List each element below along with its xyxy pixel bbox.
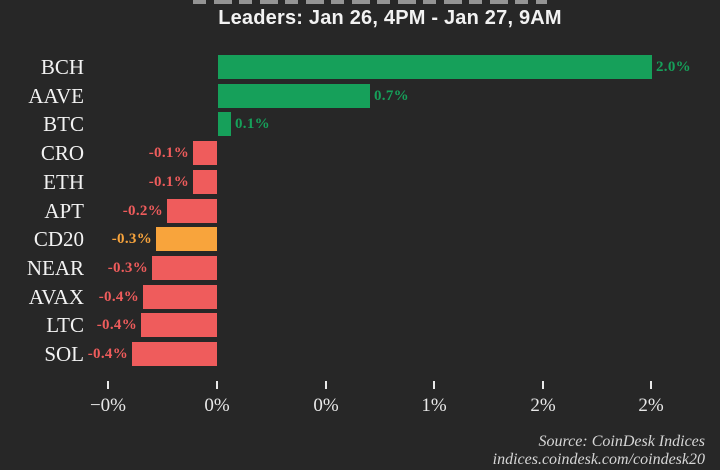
bar [218, 83, 370, 108]
source-attribution: Source: CoinDesk Indices [538, 433, 705, 450]
bar [152, 255, 217, 280]
value-label: -0.1% [148, 173, 189, 190]
value-label: -0.4% [96, 317, 137, 334]
bar [167, 198, 217, 223]
x-axis-tick-label: 0% [313, 395, 339, 416]
x-axis-tick [650, 381, 652, 389]
x-axis-tick [216, 381, 218, 389]
x-axis-tick [542, 381, 544, 389]
category-label: AAVE [28, 83, 84, 108]
category-label: BTC [43, 112, 84, 137]
chart-title: Leaders: Jan 26, 4PM - Jan 27, 9AM [218, 7, 562, 29]
bar [218, 112, 231, 137]
category-label: ETH [43, 169, 84, 194]
category-label: APT [44, 198, 84, 223]
bar [193, 141, 217, 166]
value-label: 2.0% [656, 59, 691, 75]
value-label: -0.3% [111, 231, 152, 248]
value-label: 0.1% [235, 116, 270, 133]
bar [143, 284, 217, 309]
x-axis-tick [325, 381, 327, 389]
bar [193, 169, 217, 194]
x-axis-tick-label: 1% [421, 395, 447, 416]
x-axis-tick-label: −0% [89, 395, 127, 416]
bar [218, 55, 652, 79]
category-label: AVAX [28, 284, 84, 309]
category-label: LTC [46, 313, 84, 338]
value-label: -0.4% [87, 346, 128, 362]
category-label: CRO [40, 141, 84, 166]
value-label: -0.3% [107, 259, 148, 276]
x-axis-tick [107, 381, 109, 389]
value-label: -0.2% [122, 202, 163, 219]
value-label: -0.1% [148, 145, 189, 162]
bar [132, 342, 217, 366]
source-url: indices.coindesk.com/coindesk20 [492, 451, 705, 468]
value-label: 0.7% [374, 87, 409, 104]
category-label: BCH [40, 55, 84, 79]
bar [156, 227, 217, 252]
x-axis-tick-label: 0% [204, 395, 230, 416]
clipped-title-fragments [193, 0, 547, 4]
x-axis-tick [433, 381, 435, 389]
value-label: -0.4% [98, 288, 139, 305]
x-axis-tick-label: 2% [638, 395, 664, 416]
category-label: SOL [44, 342, 84, 366]
x-axis-tick-label: 2% [530, 395, 556, 416]
category-label: CD20 [33, 227, 84, 252]
category-label: NEAR [26, 255, 84, 280]
bar [141, 313, 217, 338]
